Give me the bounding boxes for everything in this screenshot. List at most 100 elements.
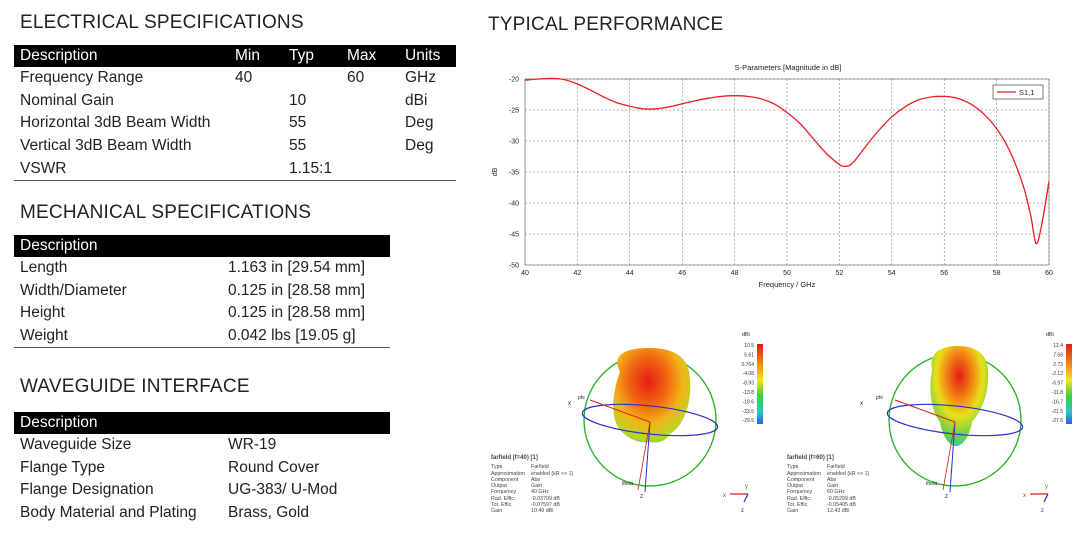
cell: Round Cover: [228, 458, 320, 476]
info-row: Component Abs: [491, 477, 573, 483]
table-row: Weight 0.042 lbs [19.05 g]: [14, 324, 390, 349]
chart-title: S-Parameters [Magnitude in dB]: [735, 63, 842, 72]
scale-tick-label: 7.58: [1053, 352, 1063, 358]
theta-label: theta: [622, 481, 633, 487]
phi-ellipse: [581, 403, 719, 437]
info-value: enabled (kR >> 1): [827, 470, 870, 477]
x-tick-label: 58: [993, 270, 1001, 277]
radiation-lobe: [930, 346, 989, 446]
mechanical-title: MECHANICAL SPECIFICATIONS: [20, 202, 312, 223]
col-header: Typ: [283, 45, 341, 67]
scale-tick-label: -18.6: [743, 399, 755, 405]
info-key: Gain: [491, 508, 503, 515]
triad-x-label: x: [723, 493, 726, 499]
cell: Horizontal 3dB Beam Width: [20, 114, 211, 132]
axis-triad: x y z: [1023, 484, 1049, 514]
info-row: Type Farfield: [787, 464, 869, 470]
legend-label: S1,1: [1019, 88, 1034, 97]
col-header: Description: [14, 412, 390, 434]
info-row: Gain 12.43 dBi: [787, 508, 869, 514]
cell: WR-19: [228, 436, 277, 454]
scale-tick-label: -27.6: [1052, 418, 1064, 424]
info-key: Type: [491, 464, 503, 471]
theta-label: theta: [926, 481, 937, 487]
info-value: 60 GHz: [827, 489, 845, 496]
x-tick-label: 48: [731, 270, 739, 277]
cell: Vertical 3dB Beam Width: [20, 137, 192, 155]
info-row: Frequency 60 GHz: [787, 489, 869, 495]
info-row: Approximation enabled (kR >> 1): [787, 471, 869, 477]
cell: 55: [289, 137, 307, 155]
col-header: Max: [341, 45, 399, 67]
info-key: Output: [491, 483, 507, 490]
cell: VSWR: [14, 157, 229, 181]
cell: 40: [235, 69, 253, 87]
farfield-info-40ghz: farfield (f=40) [1] Type Farfield Approxi…: [491, 455, 573, 515]
info-key: Approximation: [491, 470, 525, 477]
x-tick-label: 42: [574, 270, 582, 277]
info-value: Gain: [827, 483, 839, 490]
info-key: Component: [787, 476, 815, 483]
y-tick-label: -25: [509, 108, 519, 115]
info-value: Gain: [531, 483, 543, 490]
cell: 1.15:1: [283, 157, 341, 181]
triad-x-label: x: [1023, 493, 1026, 499]
x-axis-label: x: [860, 401, 863, 407]
table-row: Horizontal 3dB Beam Width 55 Deg: [14, 112, 456, 135]
y-tick-label: -40: [509, 201, 519, 208]
scale-tick-label: 5.61: [744, 352, 754, 358]
cell: [341, 90, 399, 113]
info-row: Tot. Effic. -0.07597 dB: [491, 502, 573, 508]
x-tick-label: 56: [940, 270, 948, 277]
y-tick-label: -35: [509, 170, 519, 177]
info-key: Tot. Effic.: [491, 502, 513, 509]
farfield-info-title: farfield (f=40) [1]: [491, 455, 538, 461]
info-value: 12.43 dBi: [827, 508, 850, 515]
x-tick-label: 60: [1045, 270, 1053, 277]
cell: Waveguide Size: [20, 436, 132, 454]
axis-triad: x y z: [723, 484, 749, 514]
phi-label: phi: [876, 395, 883, 401]
table-row: Length 1.163 in [29.54 mm]: [14, 257, 390, 280]
triad-y-label: y: [745, 484, 748, 490]
phi-label: phi: [578, 395, 585, 401]
info-key: Output: [787, 483, 803, 490]
cell: Deg: [405, 137, 434, 155]
color-scale-bar: [757, 344, 763, 424]
cell: Flange Designation: [20, 481, 154, 499]
cell: Brass, Gold: [228, 504, 309, 522]
cell: Width/Diameter: [20, 281, 127, 299]
x-axis: [894, 399, 956, 423]
info-row: Component Abs: [787, 477, 869, 483]
series-line-s11: [524, 77, 1050, 245]
info-value: 10.49 dBi: [531, 508, 554, 515]
scale-tick-label: -6.97: [1052, 381, 1064, 387]
cell: 0.125 in [28.58 mm]: [228, 281, 365, 299]
waveguide-table: Description Waveguide Size WR-19 Flange T…: [14, 412, 390, 524]
table-header-row: Description Min Typ Max Units: [14, 45, 456, 67]
y-tick-label: -30: [509, 139, 519, 146]
cell: [399, 157, 456, 181]
scale-tick-label: -11.8: [1052, 390, 1063, 396]
x-tick-label: 50: [783, 270, 791, 277]
info-key: Approximation: [787, 470, 821, 477]
cell: GHz: [405, 69, 436, 87]
table-row: Width/Diameter 0.125 in [28.58 mm]: [14, 280, 390, 303]
cell: 0.125 in [28.58 mm]: [228, 304, 365, 322]
table-row: VSWR 1.15:1: [14, 157, 456, 181]
table-header-row: Description: [14, 412, 390, 434]
cell: [341, 135, 399, 158]
farfield-info-title: farfield (f=60) [1]: [787, 455, 834, 461]
scale-tick-label: 2.73: [1053, 362, 1063, 368]
info-value: Abs: [827, 476, 837, 483]
info-row: Approximation enabled (kR >> 1): [491, 471, 573, 477]
table-row: Height 0.125 in [28.58 mm]: [14, 302, 390, 325]
x-tick-label: 46: [678, 270, 686, 277]
electrical-table: Description Min Typ Max Units Frequency …: [14, 45, 456, 181]
info-key: Component: [491, 476, 519, 483]
cell: Weight: [14, 324, 222, 349]
scale-tick-label: 0.764: [741, 362, 754, 368]
info-row: Tot. Effic. -0.05405 dB: [787, 502, 869, 508]
cell: Frequency Range: [20, 69, 144, 87]
triad-z-label: z: [1041, 508, 1044, 514]
